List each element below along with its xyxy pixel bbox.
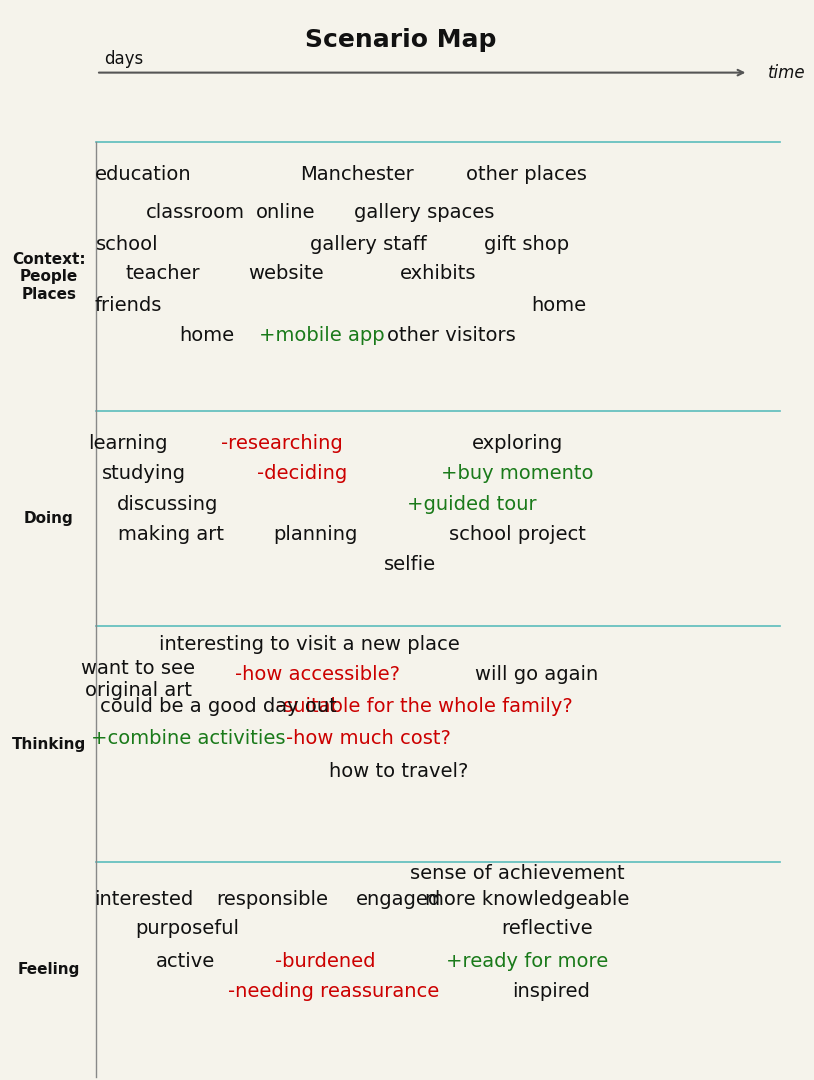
- Text: -researching: -researching: [221, 434, 343, 453]
- Text: how to travel?: how to travel?: [329, 761, 469, 781]
- Text: sense of achievement: sense of achievement: [410, 864, 624, 882]
- Text: engaged: engaged: [357, 890, 441, 909]
- Text: active: active: [155, 951, 215, 971]
- Text: home: home: [179, 326, 234, 346]
- Text: website: website: [248, 264, 324, 283]
- Text: home: home: [531, 296, 586, 315]
- Text: interested: interested: [94, 890, 193, 909]
- Text: discussing: discussing: [116, 495, 218, 514]
- Text: school project: school project: [449, 525, 586, 544]
- Text: exploring: exploring: [472, 434, 563, 453]
- Text: friends: friends: [94, 296, 161, 315]
- Text: Feeling: Feeling: [17, 962, 80, 977]
- Text: could be a good day out: could be a good day out: [100, 697, 337, 716]
- Text: +combine activities: +combine activities: [91, 729, 286, 748]
- Text: education: education: [95, 165, 192, 185]
- Text: +guided tour: +guided tour: [407, 495, 536, 514]
- Text: -deciding: -deciding: [256, 464, 347, 483]
- Text: gallery staff: gallery staff: [310, 235, 427, 254]
- Text: online: online: [256, 203, 316, 221]
- Text: reflective: reflective: [501, 919, 593, 939]
- Text: studying: studying: [102, 464, 186, 483]
- Text: +mobile app: +mobile app: [259, 326, 384, 346]
- Text: -suitable for the whole family?: -suitable for the whole family?: [276, 697, 572, 716]
- Text: Context:
People
Places: Context: People Places: [12, 252, 85, 301]
- Text: Doing: Doing: [24, 511, 73, 526]
- Text: learning: learning: [88, 434, 168, 453]
- Text: other places: other places: [466, 165, 588, 185]
- Text: want to see
original art: want to see original art: [81, 659, 195, 700]
- Text: will go again: will go again: [475, 665, 598, 684]
- Text: teacher: teacher: [126, 264, 200, 283]
- Text: selfie: selfie: [384, 555, 436, 575]
- Text: responsible: responsible: [217, 890, 328, 909]
- Text: inspired: inspired: [512, 982, 589, 1001]
- Text: +buy momento: +buy momento: [441, 464, 593, 483]
- Text: planning: planning: [274, 525, 358, 544]
- Text: gallery spaces: gallery spaces: [354, 203, 494, 221]
- Text: gift shop: gift shop: [484, 235, 570, 254]
- Text: interesting to visit a new place: interesting to visit a new place: [160, 635, 460, 653]
- Text: more knowledgeable: more knowledgeable: [425, 890, 629, 909]
- Text: exhibits: exhibits: [400, 264, 477, 283]
- Text: making art: making art: [118, 525, 224, 544]
- Text: Scenario Map: Scenario Map: [304, 28, 496, 53]
- Text: classroom: classroom: [146, 203, 244, 221]
- Text: school: school: [96, 235, 159, 254]
- Text: other visitors: other visitors: [387, 326, 516, 346]
- Text: Thinking: Thinking: [11, 737, 85, 752]
- Text: Manchester: Manchester: [300, 165, 414, 185]
- Text: -needing reassurance: -needing reassurance: [228, 982, 439, 1001]
- Text: purposeful: purposeful: [135, 919, 239, 939]
- Text: -burdened: -burdened: [275, 951, 375, 971]
- Text: -how accessible?: -how accessible?: [235, 665, 400, 684]
- Text: +ready for more: +ready for more: [446, 951, 608, 971]
- Text: -how much cost?: -how much cost?: [287, 729, 451, 748]
- Text: days: days: [104, 50, 143, 68]
- Text: time: time: [768, 64, 806, 82]
